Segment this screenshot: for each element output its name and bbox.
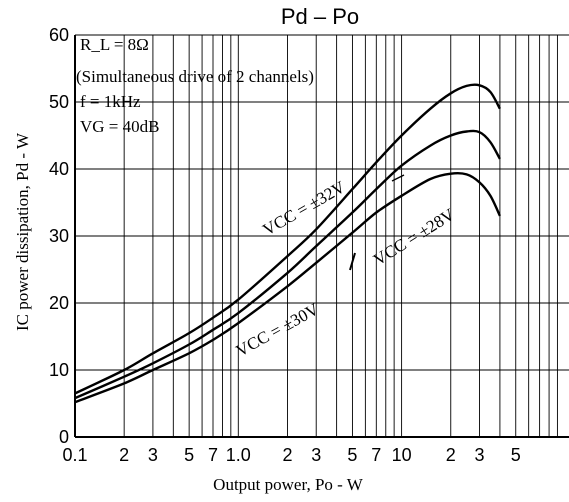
x-tick-label: 2 (446, 445, 456, 465)
x-tick-label: 3 (311, 445, 321, 465)
y-tick-label: 50 (49, 92, 69, 112)
x-tick-label: 3 (475, 445, 485, 465)
leader-line-vcc30 (349, 252, 356, 271)
axes (74, 35, 569, 438)
condition-load: R_L = 8Ω (80, 35, 149, 54)
curve-vcc30 (74, 129, 501, 400)
x-tick-label: 1.0 (226, 445, 251, 465)
leader-line-vcc32 (391, 174, 405, 182)
curve-vcc32 (74, 83, 501, 395)
curves (74, 83, 501, 404)
y-tick-label: 20 (49, 293, 69, 313)
y-tick-label: 10 (49, 360, 69, 380)
x-tick-label: 7 (208, 445, 218, 465)
x-tick-label: 2 (119, 445, 129, 465)
chart-title: Pd – Po (281, 4, 359, 29)
y-tick-label: 60 (49, 25, 69, 45)
x-tick-label: 5 (184, 445, 194, 465)
x-tick-label: 5 (347, 445, 357, 465)
grid (75, 34, 569, 437)
y-axis-label: IC power dissipation, Pd - W (13, 132, 32, 331)
x-tick-label: 7 (371, 445, 381, 465)
y-tick-label: 0 (59, 427, 69, 447)
x-axis-label: Output power, Po - W (213, 475, 364, 494)
x-tick-label: 5 (511, 445, 521, 465)
conditions-block: R_L = 8Ω (Simultaneous drive of 2 channe… (76, 35, 314, 136)
x-tick-label: 0.1 (62, 445, 87, 465)
x-tick-label: 10 (392, 445, 412, 465)
condition-frequency: f = 1kHz (80, 92, 141, 111)
series-label-vcc28: VCC = ±28V (370, 204, 458, 269)
y-tick-label: 40 (49, 159, 69, 179)
x-tick-label: 3 (148, 445, 158, 465)
condition-gain: VG = 40dB (80, 117, 159, 136)
x-tick-label: 2 (282, 445, 292, 465)
condition-drive: (Simultaneous drive of 2 channels) (76, 67, 314, 86)
y-tick-label: 30 (49, 226, 69, 246)
curve-vcc28 (74, 171, 501, 404)
